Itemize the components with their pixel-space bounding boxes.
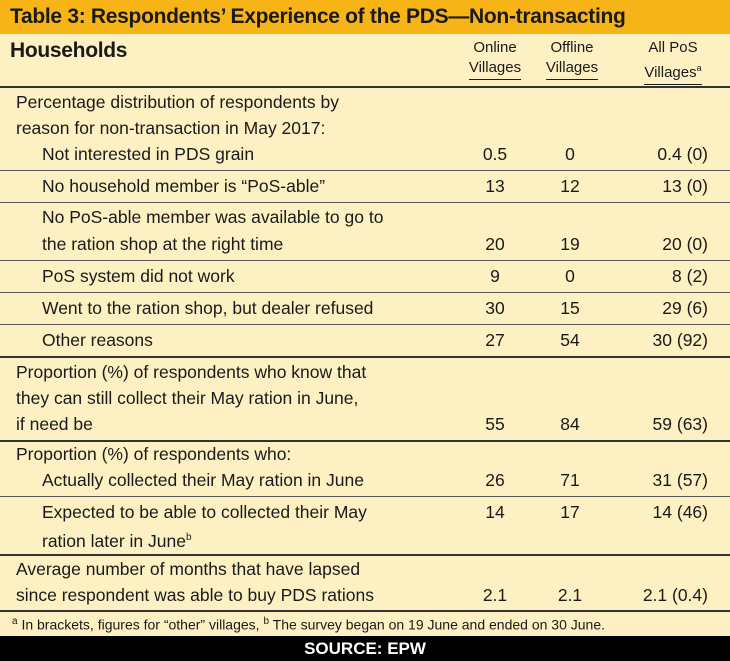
cell-online: 14 [485, 502, 505, 522]
row-label: Actually collected their May ration in J… [42, 470, 364, 490]
column-header-online: Online Villages [450, 38, 540, 80]
cell-allpos: 13 (0) [662, 176, 708, 196]
cell-offline: 71 [560, 470, 580, 490]
cell-online: 2.1 [482, 585, 508, 605]
cell-allpos: 29 (6) [662, 298, 708, 318]
cell-allpos: 31 (57) [652, 470, 708, 490]
cell-allpos: 14 (46) [652, 502, 708, 522]
cell-online: 55 [485, 414, 505, 434]
section2-label-line3: if need be [16, 414, 93, 434]
table-frame [0, 0, 730, 636]
section-rule [0, 554, 730, 556]
section-rule [0, 440, 730, 442]
source-credit: SOURCE: EPW [0, 636, 730, 661]
column-header-offline-line1: Offline [550, 39, 594, 56]
cell-offline: 54 [560, 330, 580, 350]
column-header-online-line1: Online [473, 39, 517, 56]
section-rule [0, 610, 730, 612]
section-rule [0, 356, 730, 358]
row-label-line2: ration later in Juneb [42, 526, 192, 553]
column-header-allpos: All PoS Villagesa [628, 38, 718, 85]
cell-online: 30 [485, 298, 505, 318]
section1-heading-line2: reason for non-transaction in May 2017: [16, 118, 326, 138]
cell-online: 0.5 [482, 144, 508, 164]
cell-online: 27 [485, 330, 505, 350]
column-header-allpos-sup: a [696, 63, 702, 73]
row-label: the ration shop at the right time [42, 234, 284, 254]
footnote-mark-b: b [185, 532, 192, 543]
column-header-offline: Offline Villages [527, 38, 617, 80]
cell-offline: 0 [565, 266, 575, 286]
column-header-offline-line2: Villages [545, 59, 599, 76]
table-title: Table 3: Respondents’ Experience of the … [0, 0, 730, 62]
cell-offline: 15 [560, 298, 580, 318]
cell-online: 20 [485, 234, 505, 254]
row-rule [0, 170, 730, 171]
row-label-text: ration later in June [42, 530, 186, 551]
section4-label-line1: Average number of months that have lapse… [16, 559, 361, 579]
row-label: Other reasons [42, 330, 153, 350]
cell-allpos: 20 (0) [662, 234, 708, 254]
section2-label-line2: they can still collect their May ration … [16, 388, 359, 408]
row-label: Expected to be able to collected their M… [42, 502, 367, 522]
column-header-allpos-line2: Villages [644, 64, 697, 81]
cell-allpos: 2.1 (0.4) [642, 585, 708, 605]
row-label: Went to the ration shop, but dealer refu… [42, 298, 374, 318]
cell-allpos: 59 (63) [652, 414, 708, 434]
cell-offline: 12 [560, 176, 580, 196]
footnote-mark-a: a [12, 616, 18, 627]
column-header-allpos-line1: All PoS [648, 39, 698, 56]
footnote: a In brackets, figures for “other” villa… [12, 612, 605, 635]
cell-online: 13 [485, 176, 505, 196]
column-header-online-line2: Villages [468, 59, 522, 76]
cell-offline: 19 [560, 234, 580, 254]
section3-heading: Proportion (%) of respondents who: [16, 444, 292, 464]
section4-label-line2: since respondent was able to buy PDS rat… [16, 585, 374, 605]
row-label: No PoS-able member was available to go t… [42, 207, 384, 227]
cell-offline: 17 [560, 502, 580, 522]
section1-heading-line1: Percentage distribution of respondents b… [16, 92, 339, 112]
row-rule [0, 202, 730, 203]
footnote-mark-b: b [263, 616, 269, 627]
row-label: PoS system did not work [42, 266, 235, 286]
cell-allpos: 0.4 (0) [657, 144, 708, 164]
row-rule [0, 260, 730, 261]
footnote-a-text: In brackets, figures for “other” village… [17, 616, 264, 633]
section2-label-line1: Proportion (%) of respondents who know t… [16, 362, 367, 382]
cell-online: 26 [485, 470, 505, 490]
row-rule [0, 324, 730, 325]
row-rule [0, 292, 730, 293]
cell-offline: 2.1 [557, 585, 583, 605]
cell-allpos: 8 (2) [672, 266, 708, 286]
header-rule [0, 86, 730, 88]
footnote-b-text: The survey began on 19 June and ended on… [269, 616, 606, 633]
cell-allpos: 30 (92) [652, 330, 708, 350]
cell-offline: 84 [560, 414, 580, 434]
row-label: No household member is “PoS-able” [42, 176, 326, 196]
cell-online: 9 [490, 266, 500, 286]
row-label: Not interested in PDS grain [42, 144, 255, 164]
row-rule [0, 496, 730, 497]
cell-offline: 0 [565, 144, 575, 164]
